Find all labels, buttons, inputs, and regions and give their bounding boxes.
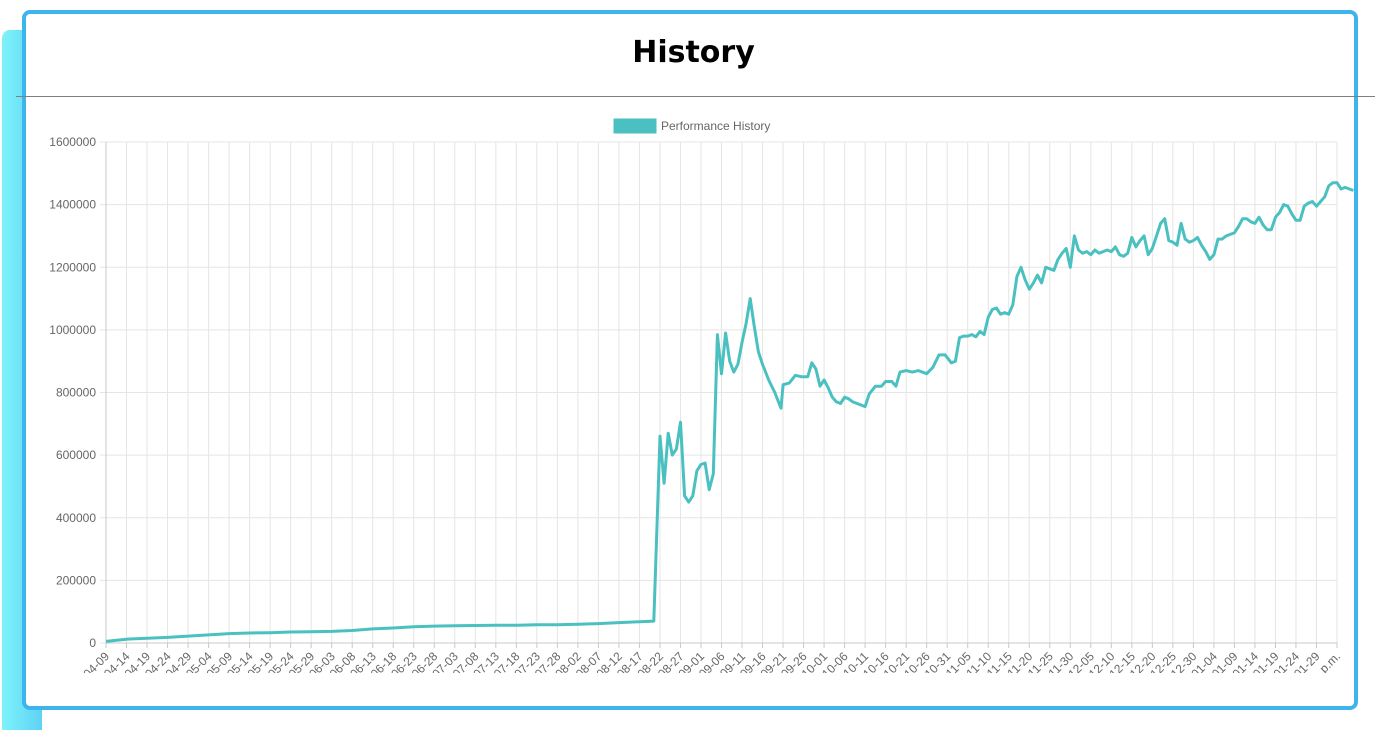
history-card [22, 10, 1358, 710]
y-tick-label: 1200000 [49, 260, 96, 274]
x-tick-label: p.m. [1317, 649, 1343, 673]
y-tick-label: 0 [89, 636, 96, 650]
page-title: History [632, 35, 755, 70]
performance-history-chart: 1600000 1400000 1200000 1000000 800000 600000… [49, 118, 1354, 673]
y-tick-label: 1000000 [49, 323, 96, 337]
y-tick-label: 600000 [56, 448, 96, 462]
y-tick-label: 800000 [56, 386, 96, 400]
y-tick-label: 200000 [56, 573, 96, 587]
legend-swatch [613, 118, 657, 134]
title-divider [16, 96, 1375, 97]
y-tick-label: 1400000 [49, 198, 96, 212]
y-tick-label: 1600000 [49, 135, 96, 149]
y-tick-label: 400000 [56, 511, 96, 525]
legend-label: Performance History [661, 119, 770, 133]
series-line-performance-history [105, 181, 1354, 643]
